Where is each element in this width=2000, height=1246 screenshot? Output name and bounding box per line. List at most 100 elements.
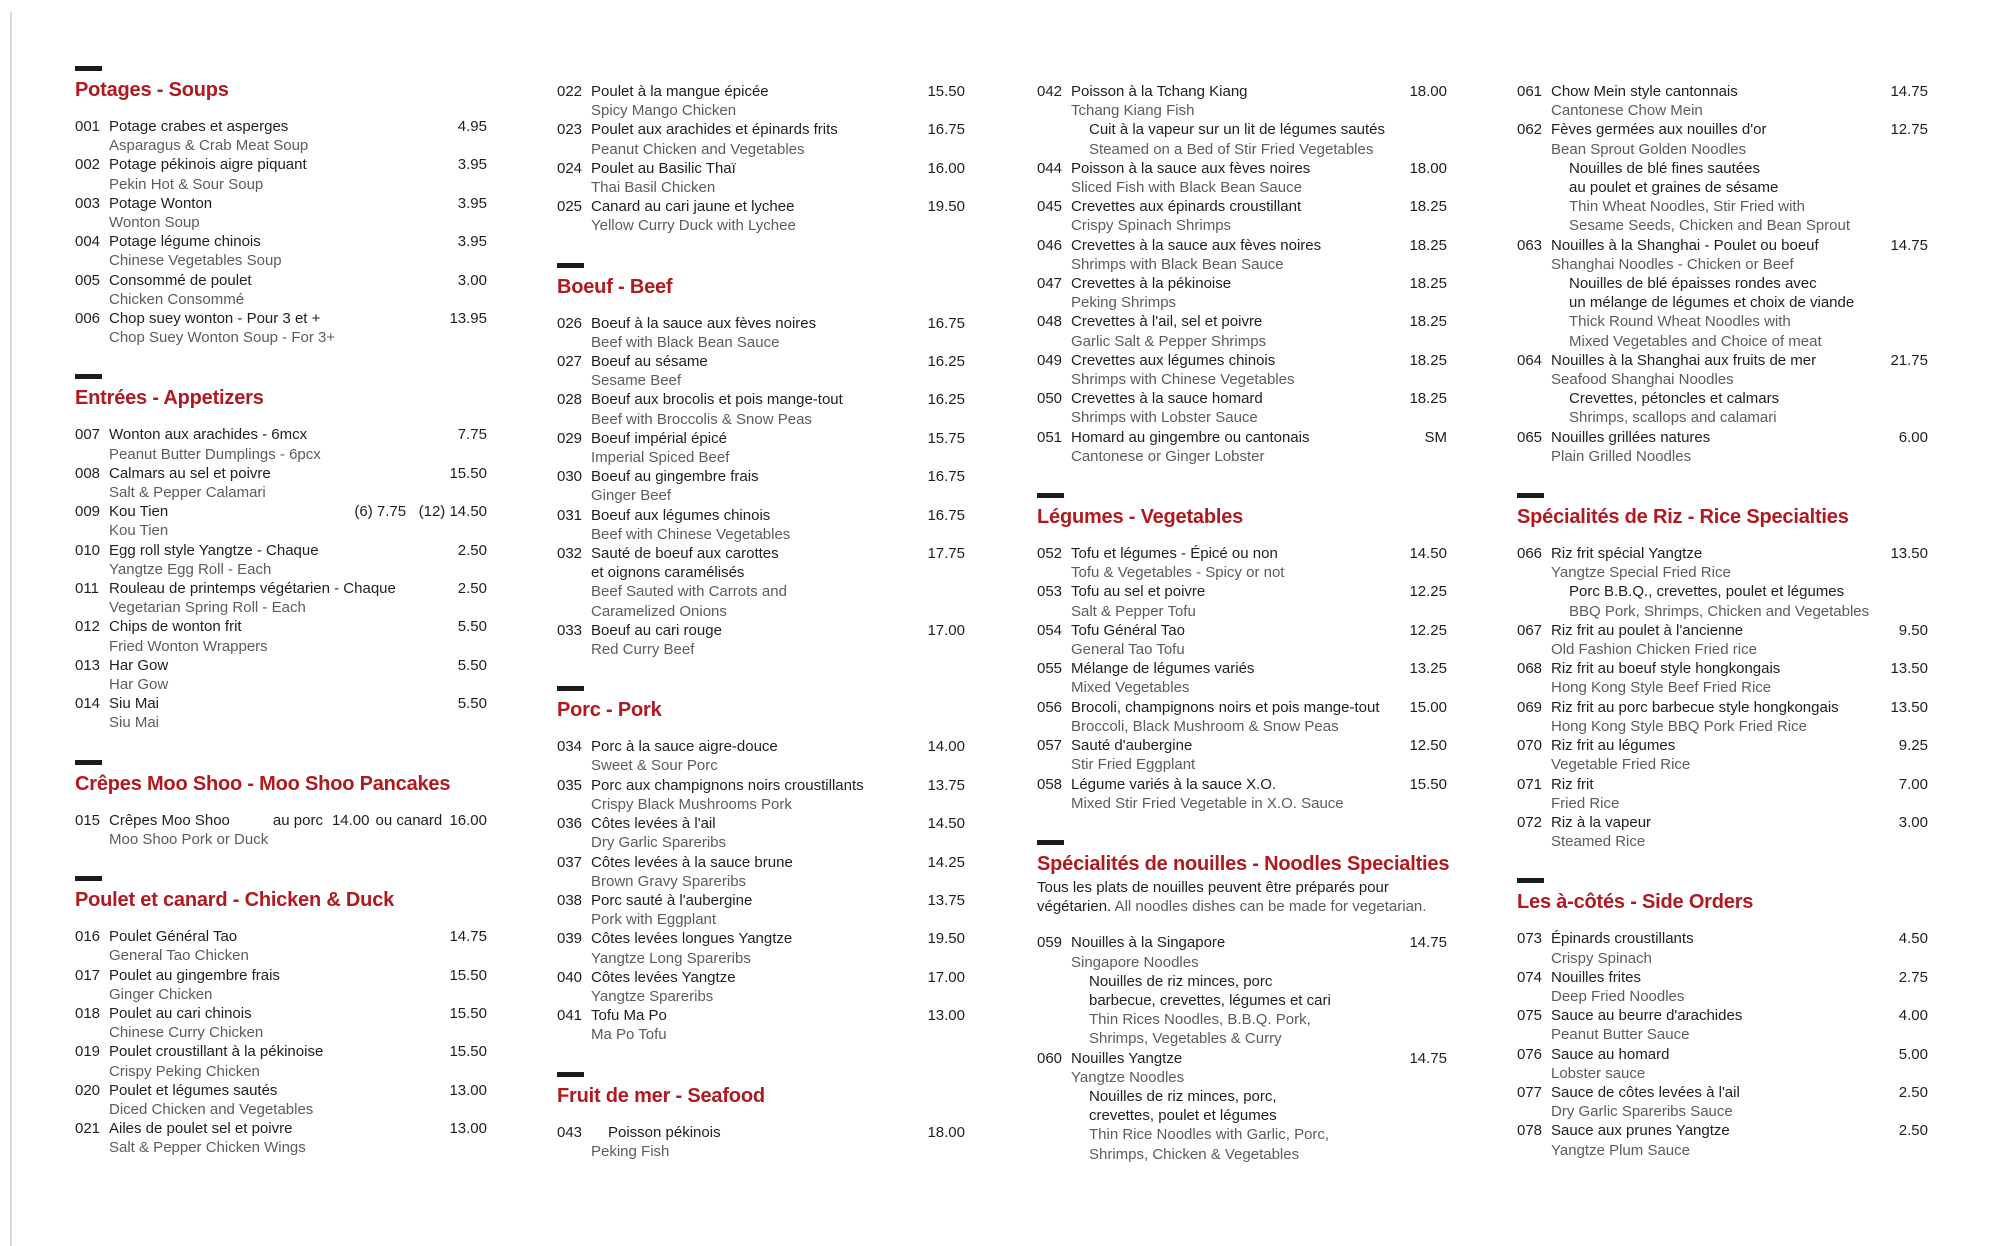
item-name-en: Cantonese Chow Mein bbox=[1551, 102, 1703, 120]
menu-item: 055 Mélange de légumes variés 13.25 Mixed V… bbox=[1037, 659, 1447, 697]
item-number: 001 bbox=[75, 118, 101, 135]
item-name-en: Old Fashion Chicken Fried rice bbox=[1551, 641, 1757, 659]
menu-item: 030 Boeuf au gingembre frais 16.75 Ginger B… bbox=[557, 467, 965, 505]
item-desc-fr: Nouilles de blé fines sautées bbox=[1569, 159, 1760, 177]
item-number: 018 bbox=[75, 1004, 101, 1022]
menu-item-main: 011 Rouleau de printemps végétarien - Cha… bbox=[75, 579, 487, 598]
item-price: 18.25 bbox=[1409, 313, 1447, 331]
menu-section: Légumes - Vegetables 052 Tofu et légumes -… bbox=[1037, 493, 1447, 813]
menu-item: 061 Chow Mein style cantonnais 14.75 Canton… bbox=[1517, 82, 1928, 120]
item-name-fr: Sauce au beurre d'arachides bbox=[1551, 1007, 1743, 1025]
item-name-en: Ginger Beef bbox=[591, 487, 672, 505]
item-name-fr: Sauté d'aubergine bbox=[1071, 737, 1193, 755]
menu-item: 077 Sauce de côtes levées à l'ail 2.50 Dry … bbox=[1517, 1083, 1928, 1121]
item-name-fr: Poulet au cari chinois bbox=[109, 1004, 252, 1022]
item-name-en: Beef with Black Bean Sauce bbox=[591, 333, 780, 351]
menu-item-main: 062 Fèves germées aux nouilles d'or 12.75 bbox=[1517, 120, 1928, 139]
item-number: 028 bbox=[557, 391, 583, 409]
menu-item: 059 Nouilles à la Singapore 14.75 Singapore… bbox=[1037, 933, 1447, 1048]
item-desc-fr: barbecue, crevettes, légumes et cari bbox=[1089, 991, 1331, 1009]
item-number: 063 bbox=[1517, 236, 1543, 254]
item-name-en: Spicy Mango Chicken bbox=[591, 102, 737, 120]
item-name-fr: Côtes levées à la sauce brune bbox=[591, 853, 793, 871]
section-note-en: All noodles dishes can be made for veget… bbox=[1111, 898, 1427, 916]
item-number: 037 bbox=[557, 853, 583, 871]
item-number: 009 bbox=[75, 503, 101, 521]
menu-item-main: 033 Boeuf au cari rouge 17.00 bbox=[557, 621, 965, 640]
menu-item-main: 046 Crevettes à la sauce aux fèves noires… bbox=[1037, 236, 1447, 255]
menu-item-main: 059 Nouilles à la Singapore 14.75 bbox=[1037, 933, 1447, 952]
menu-column-4: 061 Chow Mein style cantonnais 14.75 Canton… bbox=[1517, 82, 1928, 1160]
item-name-fr: Crevettes aux légumes chinois bbox=[1071, 351, 1276, 369]
item-number: 005 bbox=[75, 271, 101, 289]
menu-item-main: 018 Poulet au cari chinois 15.50 bbox=[75, 1004, 487, 1023]
menu-item: 060 Nouilles Yangtze 14.75 Yangtze Noodles N… bbox=[1037, 1049, 1447, 1164]
menu-item-main: 077 Sauce de côtes levées à l'ail 2.50 bbox=[1517, 1083, 1928, 1102]
item-name-fr: Wonton aux arachides - 6mcx bbox=[109, 426, 308, 444]
item-price: 14.00 bbox=[927, 738, 965, 756]
menu-item-main: 074 Nouilles frites 2.75 bbox=[1517, 968, 1928, 987]
menu-item: 037 Côtes levées à la sauce brune 14.25 Bro… bbox=[557, 853, 965, 891]
item-name-fr: Côtes levées à l'ail bbox=[591, 815, 716, 833]
item-price: 18.25 bbox=[1409, 198, 1447, 216]
menu-item-main: 015 Crêpes Moo Shoo au porc 14.00 ou canard 1… bbox=[75, 811, 487, 830]
item-price: 3.95 bbox=[457, 194, 487, 212]
item-price: 9.25 bbox=[1898, 737, 1928, 755]
item-number: 056 bbox=[1037, 698, 1063, 716]
item-name-en: Chicken Consommé bbox=[109, 290, 245, 308]
item-name-en: Red Curry Beef bbox=[591, 641, 695, 659]
item-number: 007 bbox=[75, 426, 101, 444]
item-name-fr: Poulet à la mangue épicée bbox=[591, 83, 769, 100]
item-price: 18.25 bbox=[1409, 351, 1447, 369]
item-name-fr: Épinards croustillants bbox=[1551, 930, 1694, 948]
menu-item: 069 Riz frit au porc barbecue style hongk… bbox=[1517, 698, 1928, 736]
item-name-en: Salt & Pepper Calamari bbox=[109, 484, 266, 502]
menu-item-main: 058 Légume variés à la sauce X.O. 15.50 bbox=[1037, 775, 1447, 794]
menu-item-main: 030 Boeuf au gingembre frais 16.75 bbox=[557, 467, 965, 486]
item-number: 041 bbox=[557, 1007, 583, 1025]
menu-item: 005 Consommé de poulet 3.00 Chicken Consomm… bbox=[75, 271, 487, 309]
item-name-en: Singapore Noodles bbox=[1071, 953, 1199, 971]
item-name-en: Seafood Shanghai Noodles bbox=[1551, 371, 1734, 389]
menu-item-main: 043 Poisson pékinois 18.00 bbox=[557, 1123, 965, 1142]
menu-item-main: 013 Har Gow 5.50 bbox=[75, 656, 487, 675]
item-desc-fr: Nouilles de riz minces, porc bbox=[1089, 972, 1273, 990]
item-price: 18.25 bbox=[1409, 390, 1447, 408]
item-price: 13.25 bbox=[1409, 660, 1447, 678]
item-name-fr: Côtes levées Yangtze bbox=[591, 968, 736, 986]
item-price: 5.00 bbox=[1898, 1045, 1928, 1063]
menu-item-main: 066 Riz frit spécial Yangtze 13.50 bbox=[1517, 544, 1928, 563]
menu-item-main: 042 Poisson à la Tchang Kiang 18.00 bbox=[1037, 82, 1447, 101]
item-number: 023 bbox=[557, 121, 583, 139]
menu-item-main: 026 Boeuf à la sauce aux fèves noires 16.7… bbox=[557, 314, 965, 333]
item-price: 21.75 bbox=[1890, 351, 1928, 369]
menu-item-main: 006 Chop suey wonton - Pour 3 et + 13.95 bbox=[75, 309, 487, 328]
section-dash bbox=[1517, 878, 1544, 884]
item-name-en: Beef with Broccolis & Snow Peas bbox=[591, 410, 812, 428]
item-name-en: Sliced Fish with Black Bean Sauce bbox=[1071, 179, 1302, 197]
item-number: 050 bbox=[1037, 390, 1063, 408]
item-name-fr: Riz frit au porc barbecue style hongkong… bbox=[1551, 698, 1839, 716]
item-name-en: Caramelized Onions bbox=[591, 602, 727, 620]
item-number: 014 bbox=[75, 695, 101, 713]
menu-column-3: 042 Poisson à la Tchang Kiang 18.00 Tchang … bbox=[1037, 82, 1449, 1164]
item-price: 4.50 bbox=[1898, 930, 1928, 948]
menu-item: 024 Poulet au Basilic Thaï 16.00 Thai Basil… bbox=[557, 159, 965, 197]
item-number: 026 bbox=[557, 314, 583, 332]
menu-item: 015 Crêpes Moo Shoo au porc 14.00 ou canard 1… bbox=[75, 811, 487, 849]
menu-item-main: 012 Chips de wonton frit 5.50 bbox=[75, 617, 487, 636]
item-name-fr: Boeuf aux légumes chinois bbox=[591, 506, 771, 524]
menu-item-main: 076 Sauce au homard 5.00 bbox=[1517, 1045, 1928, 1064]
item-number: 066 bbox=[1517, 545, 1543, 563]
menu-item-main: 045 Crevettes aux épinards croustillant 18… bbox=[1037, 197, 1447, 216]
menu-item: 053 Tofu au sel et poivre 12.25 Salt & Pepp… bbox=[1037, 582, 1447, 620]
item-name-fr: Riz frit spécial Yangtze bbox=[1551, 545, 1703, 563]
item-name-en: Shrimps with Lobster Sauce bbox=[1071, 409, 1258, 427]
item-number: 033 bbox=[557, 621, 583, 639]
item-name-en: Imperial Spiced Beef bbox=[591, 449, 730, 467]
menu-item: 021 Ailes de poulet sel et poivre 13.00 Sal… bbox=[75, 1119, 487, 1157]
menu-item-main: 049 Crevettes aux légumes chinois 18.25 bbox=[1037, 351, 1447, 370]
item-name-en: Beef with Chinese Vegetables bbox=[591, 525, 791, 543]
item-price: 16.75 bbox=[927, 506, 965, 524]
menu-item: 017 Poulet au gingembre frais 15.50 Ginger … bbox=[75, 966, 487, 1004]
